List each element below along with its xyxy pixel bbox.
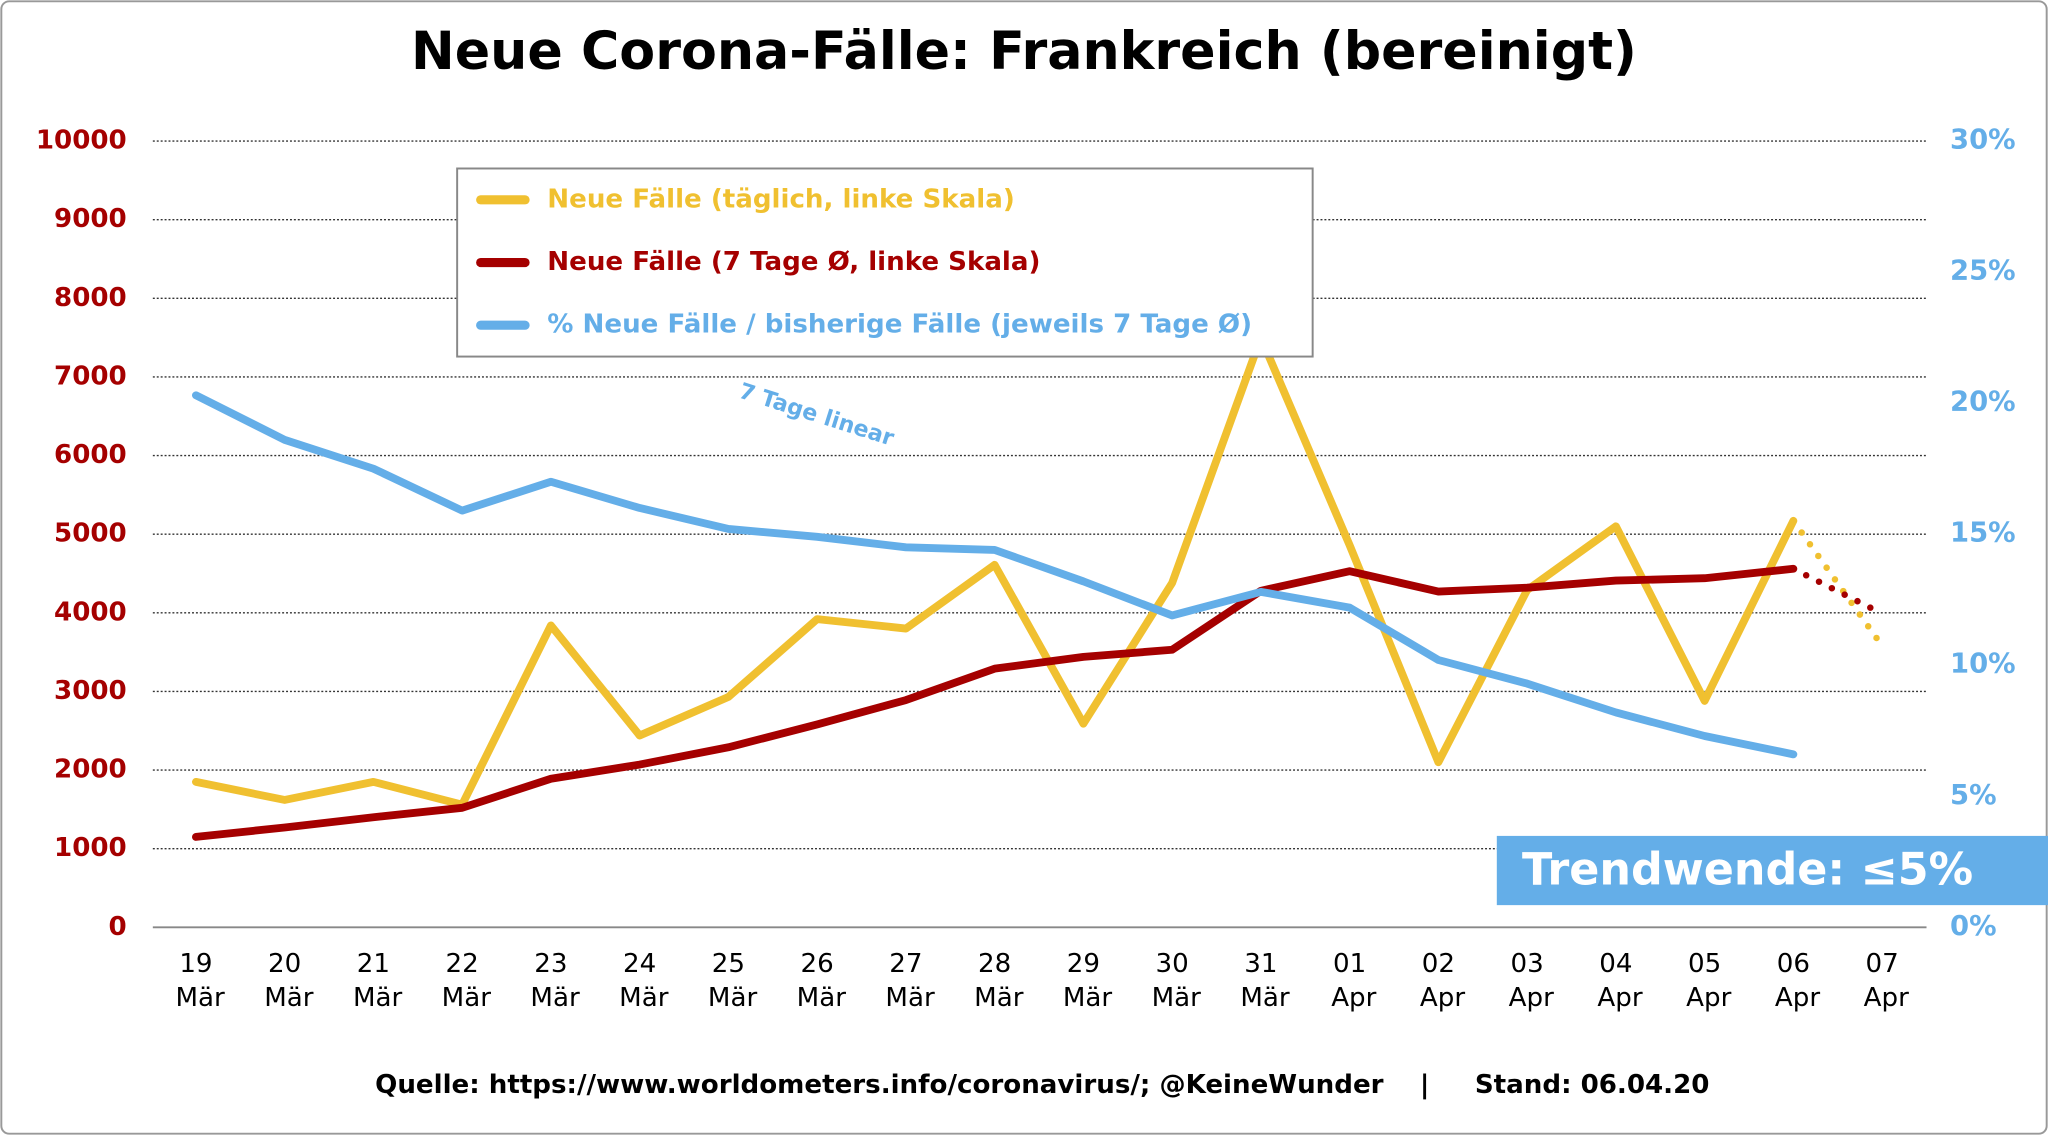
legend-label: Neue Fälle (täglich, linke Skala): [547, 184, 1015, 214]
chart-title: Neue Corona-Fälle: Frankreich (bereinigt…: [411, 22, 1637, 82]
x-tick-part: Mär: [877, 982, 935, 1012]
x-tick-part: 30: [1156, 948, 1189, 978]
x-tick-part: 03: [1511, 948, 1544, 978]
forecast-line: [1790, 517, 1886, 650]
x-tick-part: 01: [1333, 948, 1366, 978]
x-tick-part: 02: [1422, 948, 1455, 978]
x-tick-label: 02 Apr: [1412, 948, 1466, 1012]
x-tick-part: 27: [889, 948, 922, 978]
x-tick-label: 20 Mär: [256, 948, 314, 1012]
y-tick-label: 0: [109, 912, 127, 942]
x-tick-part: Apr: [1323, 982, 1377, 1012]
x-tick-part: 23: [534, 948, 567, 978]
x-tick-part: 24: [623, 948, 656, 978]
x-tick-part: 31: [1244, 948, 1277, 978]
x-tick-part: Mär: [1055, 982, 1113, 1012]
x-tick-label: 06 Apr: [1767, 948, 1821, 1012]
y2-tick-label: 25%: [1950, 256, 2016, 287]
x-tick-label: 28 Mär: [966, 948, 1024, 1012]
x-tick-label: 23 Mär: [522, 948, 580, 1012]
y-tick-label: 4000: [54, 597, 127, 627]
x-tick-part: 29: [1067, 948, 1100, 978]
x-tick-label: 03 Apr: [1500, 948, 1554, 1012]
x-tick-part: 19: [179, 948, 212, 978]
x-tick-label: 21 Mär: [345, 948, 403, 1012]
x-tick-part: 25: [712, 948, 745, 978]
legend-label: Neue Fälle (7 Tage Ø, linke Skala): [547, 247, 1040, 277]
x-tick-part: Mär: [611, 982, 669, 1012]
x-tick-part: Mär: [1232, 982, 1290, 1012]
x-tick-part: Mär: [433, 982, 491, 1012]
legend-label: % Neue Fälle / bisherige Fälle (jeweils …: [547, 310, 1252, 340]
x-tick-label: 22 Mär: [433, 948, 491, 1012]
annotation: Trendwende: ≤5%: [1522, 844, 1973, 895]
y-tick-label: 10000: [36, 126, 127, 156]
x-tick-part: 21: [357, 948, 390, 978]
x-tick-label: 19 Mär: [167, 948, 225, 1012]
x-tick-part: Mär: [345, 982, 403, 1012]
x-tick-part: Apr: [1767, 982, 1821, 1012]
x-tick-part: Apr: [1678, 982, 1732, 1012]
x-tick-label: 07 Apr: [1855, 948, 1909, 1012]
x-tick-label: 31 Mär: [1232, 948, 1290, 1012]
x-tick-part: Mär: [256, 982, 314, 1012]
x-tick-label: 04 Apr: [1589, 948, 1643, 1012]
y2-tick-label: 30%: [1950, 125, 2016, 156]
forecast-line: [1790, 565, 1886, 617]
source: Quelle: https://www.worldometers.info/co…: [375, 1070, 1709, 1100]
x-tick-label: 26 Mär: [788, 948, 846, 1012]
x-tick-part: 28: [978, 948, 1011, 978]
x-tick-part: Mär: [700, 982, 758, 1012]
x-tick-part: 07: [1865, 948, 1898, 978]
y2-tick-label: 0%: [1950, 911, 1997, 942]
x-tick-label: 05 Apr: [1678, 948, 1732, 1012]
x-tick-part: Apr: [1589, 982, 1643, 1012]
series-line: [192, 391, 1798, 759]
x-tick-part: Mär: [167, 982, 225, 1012]
annotation-box: [1496, 835, 2048, 906]
x-tick-label: 29 Mär: [1055, 948, 1113, 1012]
x-tick-part: 06: [1777, 948, 1810, 978]
x-tick-label: 27 Mär: [877, 948, 935, 1012]
y2-tick-label: 10%: [1950, 649, 2016, 680]
y2-tick-label: 5%: [1950, 780, 1997, 811]
y-tick-label: 5000: [54, 519, 127, 549]
series-line: [192, 564, 1798, 841]
x-tick-part: 22: [446, 948, 479, 978]
x-tick-part: Mär: [788, 982, 846, 1012]
x-tick-part: Mär: [1143, 982, 1201, 1012]
y-tick-label: 3000: [54, 676, 127, 706]
x-tick-part: Apr: [1855, 982, 1909, 1012]
y2-tick-label: 20%: [1950, 387, 2016, 418]
y-tick-label: 6000: [54, 440, 127, 470]
y2-tick-label: 15%: [1950, 518, 2016, 549]
legend-box: [456, 167, 1314, 358]
x-tick-part: Apr: [1500, 982, 1554, 1012]
x-tick-label: 01 Apr: [1323, 948, 1377, 1012]
x-tick-part: 26: [801, 948, 834, 978]
x-tick-part: Mär: [966, 982, 1024, 1012]
x-tick-label: 25 Mär: [700, 948, 758, 1012]
x-tick-part: 05: [1688, 948, 1721, 978]
x-tick-label: 24 Mär: [611, 948, 669, 1012]
y-tick-label: 7000: [54, 361, 127, 391]
y-tick-label: 8000: [54, 283, 127, 313]
x-tick-part: Apr: [1412, 982, 1466, 1012]
x-tick-part: 04: [1599, 948, 1632, 978]
y-tick-label: 1000: [54, 833, 127, 863]
x-tick-part: 20: [268, 948, 301, 978]
y-tick-label: 2000: [54, 755, 127, 785]
x-tick-part: Mär: [522, 982, 580, 1012]
y-tick-label: 9000: [54, 204, 127, 234]
x-tick-label: 30 Mär: [1143, 948, 1201, 1012]
